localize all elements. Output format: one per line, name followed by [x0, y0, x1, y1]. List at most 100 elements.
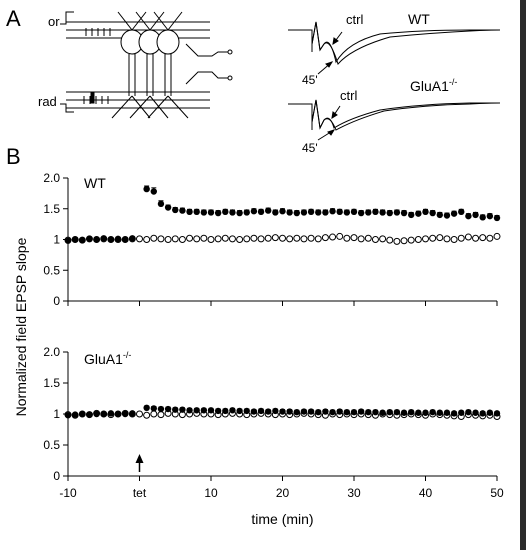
data-point-filled	[86, 411, 93, 418]
data-point-filled	[307, 208, 315, 216]
data-point-open	[143, 411, 151, 419]
y-tick-label: 1	[53, 233, 60, 247]
data-point-open	[407, 236, 415, 244]
data-point-filled	[322, 408, 329, 415]
data-point-filled	[222, 208, 229, 216]
data-point-filled	[179, 207, 186, 214]
data-point-filled	[79, 236, 86, 244]
trace-wt-ctrl-label: ctrl	[346, 12, 363, 27]
data-point-open	[379, 235, 387, 243]
data-point-open	[193, 235, 201, 243]
trace-wt-time-label: 45'	[302, 73, 318, 87]
y-tick-label: 0	[53, 294, 60, 308]
data-point-open	[279, 234, 286, 242]
y-tick-label: 2.0	[43, 171, 60, 185]
data-point-filled	[64, 237, 72, 244]
data-point-filled	[286, 408, 293, 415]
data-point-filled	[422, 208, 429, 216]
data-point-open	[364, 234, 372, 242]
data-point-filled	[429, 209, 436, 217]
data-point-filled	[465, 212, 472, 220]
data-point-filled	[465, 408, 472, 416]
data-point-filled	[86, 235, 93, 243]
label-rad: rad	[38, 94, 57, 109]
data-point-open	[300, 235, 308, 243]
data-point-filled	[315, 408, 322, 416]
chart-wt: 0 0.5 1 1.5 2.0 WT	[43, 171, 501, 308]
data-point-filled	[186, 208, 193, 216]
data-point-filled	[250, 408, 258, 415]
data-point-open	[357, 235, 365, 243]
data-point-filled	[71, 411, 79, 418]
data-point-filled	[214, 209, 222, 217]
data-point-filled	[143, 404, 150, 411]
data-point-filled	[272, 209, 279, 216]
data-point-filled	[207, 209, 215, 216]
data-point-filled	[200, 209, 208, 216]
data-point-filled	[279, 408, 286, 415]
data-point-filled	[493, 214, 501, 222]
data-point-filled	[243, 407, 250, 415]
record-electrode-2	[185, 71, 228, 85]
data-point-filled	[214, 407, 222, 415]
data-point-open	[157, 411, 165, 419]
data-point-open	[257, 235, 265, 243]
y-tick-label: 1.5	[43, 376, 60, 390]
data-point-filled	[272, 407, 279, 415]
data-point-filled	[357, 209, 365, 217]
data-point-filled	[172, 206, 179, 214]
trace-wt-ctrl	[288, 21, 500, 64]
data-point-open	[386, 236, 394, 244]
data-point-filled	[393, 209, 401, 216]
data-point-filled	[436, 211, 443, 219]
data-point-filled	[343, 408, 351, 416]
data-point-filled	[350, 208, 358, 216]
data-point-filled	[164, 204, 172, 211]
y-tick-label: 0.5	[43, 438, 60, 452]
data-point-filled	[114, 410, 122, 418]
data-point-filled	[79, 410, 86, 418]
data-point-filled	[458, 208, 465, 216]
data-point-open	[314, 235, 322, 243]
data-point-filled	[122, 236, 129, 243]
data-point-filled	[479, 410, 486, 417]
data-point-filled	[436, 409, 443, 416]
x-tick-label: 40	[419, 486, 433, 500]
data-point-filled	[150, 405, 157, 412]
data-point-open	[286, 235, 294, 243]
x-tick-label: -10	[59, 486, 77, 500]
data-point-open	[443, 235, 451, 243]
slice-schematic: or rad	[38, 11, 233, 119]
record-electrode-2-tip	[227, 75, 233, 81]
x-tick-label: 20	[276, 486, 290, 500]
data-point-filled	[71, 236, 79, 243]
data-point-filled	[393, 408, 401, 416]
data-point-open	[143, 236, 151, 243]
data-point-filled	[408, 211, 415, 219]
data-point-filled	[257, 407, 265, 415]
data-point-filled	[229, 209, 236, 216]
data-point-filled	[265, 408, 272, 415]
fibre-ticks-or	[85, 28, 111, 36]
data-point-filled	[450, 410, 458, 417]
apical-dendrites	[128, 54, 172, 96]
data-point-filled	[329, 408, 336, 416]
data-point-open	[214, 235, 222, 243]
data-point-filled	[479, 214, 486, 221]
data-point-filled	[243, 209, 250, 216]
data-point-filled	[400, 209, 408, 217]
data-point-open	[393, 237, 401, 245]
data-point-filled	[157, 405, 165, 413]
trace-wt-genotype: WT	[408, 11, 430, 27]
data-point-filled	[93, 410, 100, 418]
data-point-open	[457, 234, 465, 242]
data-point-filled	[207, 407, 215, 414]
data-point-open	[293, 234, 301, 242]
data-point-open	[136, 410, 143, 418]
trace-glua1-ctrl-label: ctrl	[340, 88, 357, 103]
data-point-open	[350, 234, 358, 242]
data-point-open	[429, 234, 437, 242]
data-point-filled	[343, 209, 351, 216]
data-point-filled	[179, 406, 186, 413]
